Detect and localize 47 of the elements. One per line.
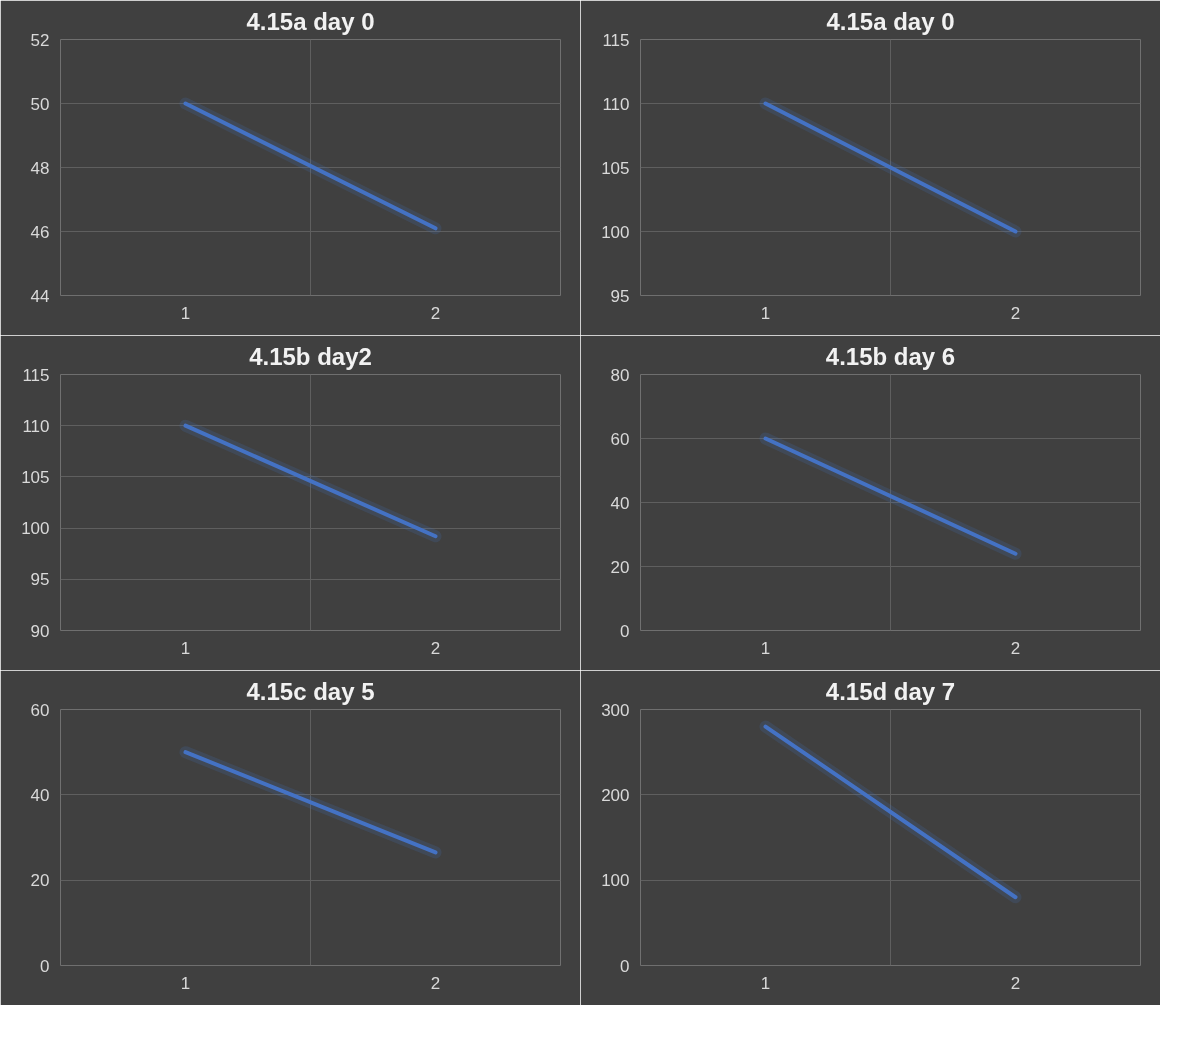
chart-title: 4.15c day 5 bbox=[246, 677, 375, 705]
y-tick-label: 20 bbox=[30, 871, 50, 891]
y-tick-label: 44 bbox=[30, 286, 50, 306]
x-tick-label: 2 bbox=[430, 303, 441, 323]
y-tick-label: 0 bbox=[620, 621, 630, 641]
y-tick-label: 105 bbox=[21, 467, 50, 487]
x-tick-label: 1 bbox=[760, 973, 771, 993]
x-tick-label: 2 bbox=[1010, 638, 1021, 658]
x-tick-label: 2 bbox=[430, 638, 441, 658]
chart-title: 4.15a day 0 bbox=[246, 7, 375, 35]
x-tick-label: 1 bbox=[760, 303, 771, 323]
chart-title: 4.15b day2 bbox=[249, 342, 372, 370]
y-tick-label: 20 bbox=[610, 557, 630, 577]
chart-title: 4.15a day 0 bbox=[826, 7, 955, 35]
x-tick-label: 1 bbox=[180, 638, 191, 658]
y-tick-label: 100 bbox=[21, 519, 50, 539]
y-tick-label: 80 bbox=[610, 365, 630, 385]
y-tick-label: 0 bbox=[40, 956, 50, 976]
x-tick-label: 1 bbox=[180, 973, 191, 993]
y-tick-label: 105 bbox=[601, 158, 630, 178]
y-tick-label: 300 bbox=[601, 700, 630, 720]
y-tick-label: 100 bbox=[601, 871, 630, 891]
x-tick-label: 2 bbox=[1010, 973, 1021, 993]
x-tick-label: 2 bbox=[1010, 303, 1021, 323]
chart-title: 4.15b day 6 bbox=[825, 342, 956, 370]
y-tick-label: 48 bbox=[30, 158, 50, 178]
y-tick-label: 60 bbox=[30, 700, 50, 720]
y-tick-label: 50 bbox=[30, 94, 50, 114]
y-tick-label: 95 bbox=[610, 286, 630, 306]
y-tick-label: 60 bbox=[610, 429, 630, 449]
x-tick-label: 1 bbox=[180, 303, 191, 323]
y-tick-label: 52 bbox=[30, 30, 50, 50]
chart-title: 4.15d day 7 bbox=[825, 677, 956, 705]
x-tick-label: 1 bbox=[760, 638, 771, 658]
y-tick-label: 110 bbox=[602, 94, 630, 114]
y-tick-label: 100 bbox=[601, 222, 630, 242]
y-tick-label: 0 bbox=[620, 956, 630, 976]
y-tick-label: 110 bbox=[22, 416, 50, 436]
y-tick-label: 90 bbox=[30, 621, 50, 641]
y-tick-label: 40 bbox=[610, 493, 630, 513]
y-tick-label: 115 bbox=[602, 30, 630, 50]
y-tick-label: 46 bbox=[30, 222, 50, 242]
y-tick-label: 40 bbox=[30, 785, 50, 805]
y-tick-label: 115 bbox=[22, 365, 50, 385]
y-tick-label: 200 bbox=[601, 785, 630, 805]
y-tick-label: 95 bbox=[30, 570, 50, 590]
x-tick-label: 2 bbox=[430, 973, 441, 993]
